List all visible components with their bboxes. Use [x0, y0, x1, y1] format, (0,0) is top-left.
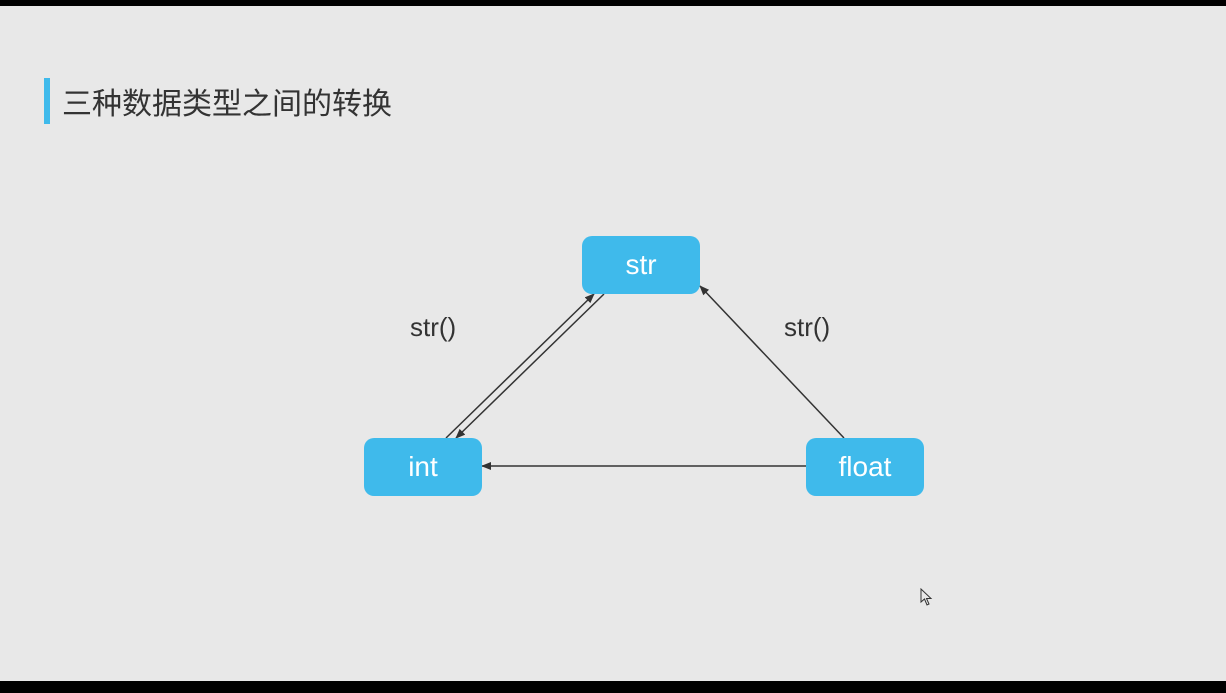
diagram-svg [0, 6, 1226, 693]
edge-float-str [700, 286, 844, 438]
node-str: str [582, 236, 700, 294]
edge-label-0: str() [410, 312, 456, 343]
node-int: int [364, 438, 482, 496]
edge-label-1: str() [784, 312, 830, 343]
edge-int-str [446, 294, 594, 438]
mouse-cursor-icon [920, 588, 934, 606]
slide-background: 三种数据类型之间的转换 strintfloat str()str() [0, 6, 1226, 681]
node-float: float [806, 438, 924, 496]
edge-str-int [456, 294, 604, 438]
